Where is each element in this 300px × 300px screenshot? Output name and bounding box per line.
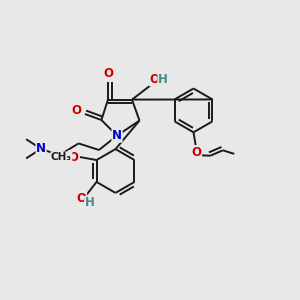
- Text: O: O: [76, 192, 86, 205]
- Text: O: O: [71, 104, 82, 118]
- Text: O: O: [68, 151, 78, 164]
- Text: N: N: [112, 129, 122, 142]
- Text: O: O: [191, 146, 202, 159]
- Text: O: O: [149, 73, 160, 86]
- Text: H: H: [85, 196, 94, 209]
- Text: N: N: [36, 142, 46, 155]
- Text: CH₃: CH₃: [51, 152, 72, 162]
- Text: H: H: [158, 73, 168, 86]
- Text: O: O: [103, 67, 113, 80]
